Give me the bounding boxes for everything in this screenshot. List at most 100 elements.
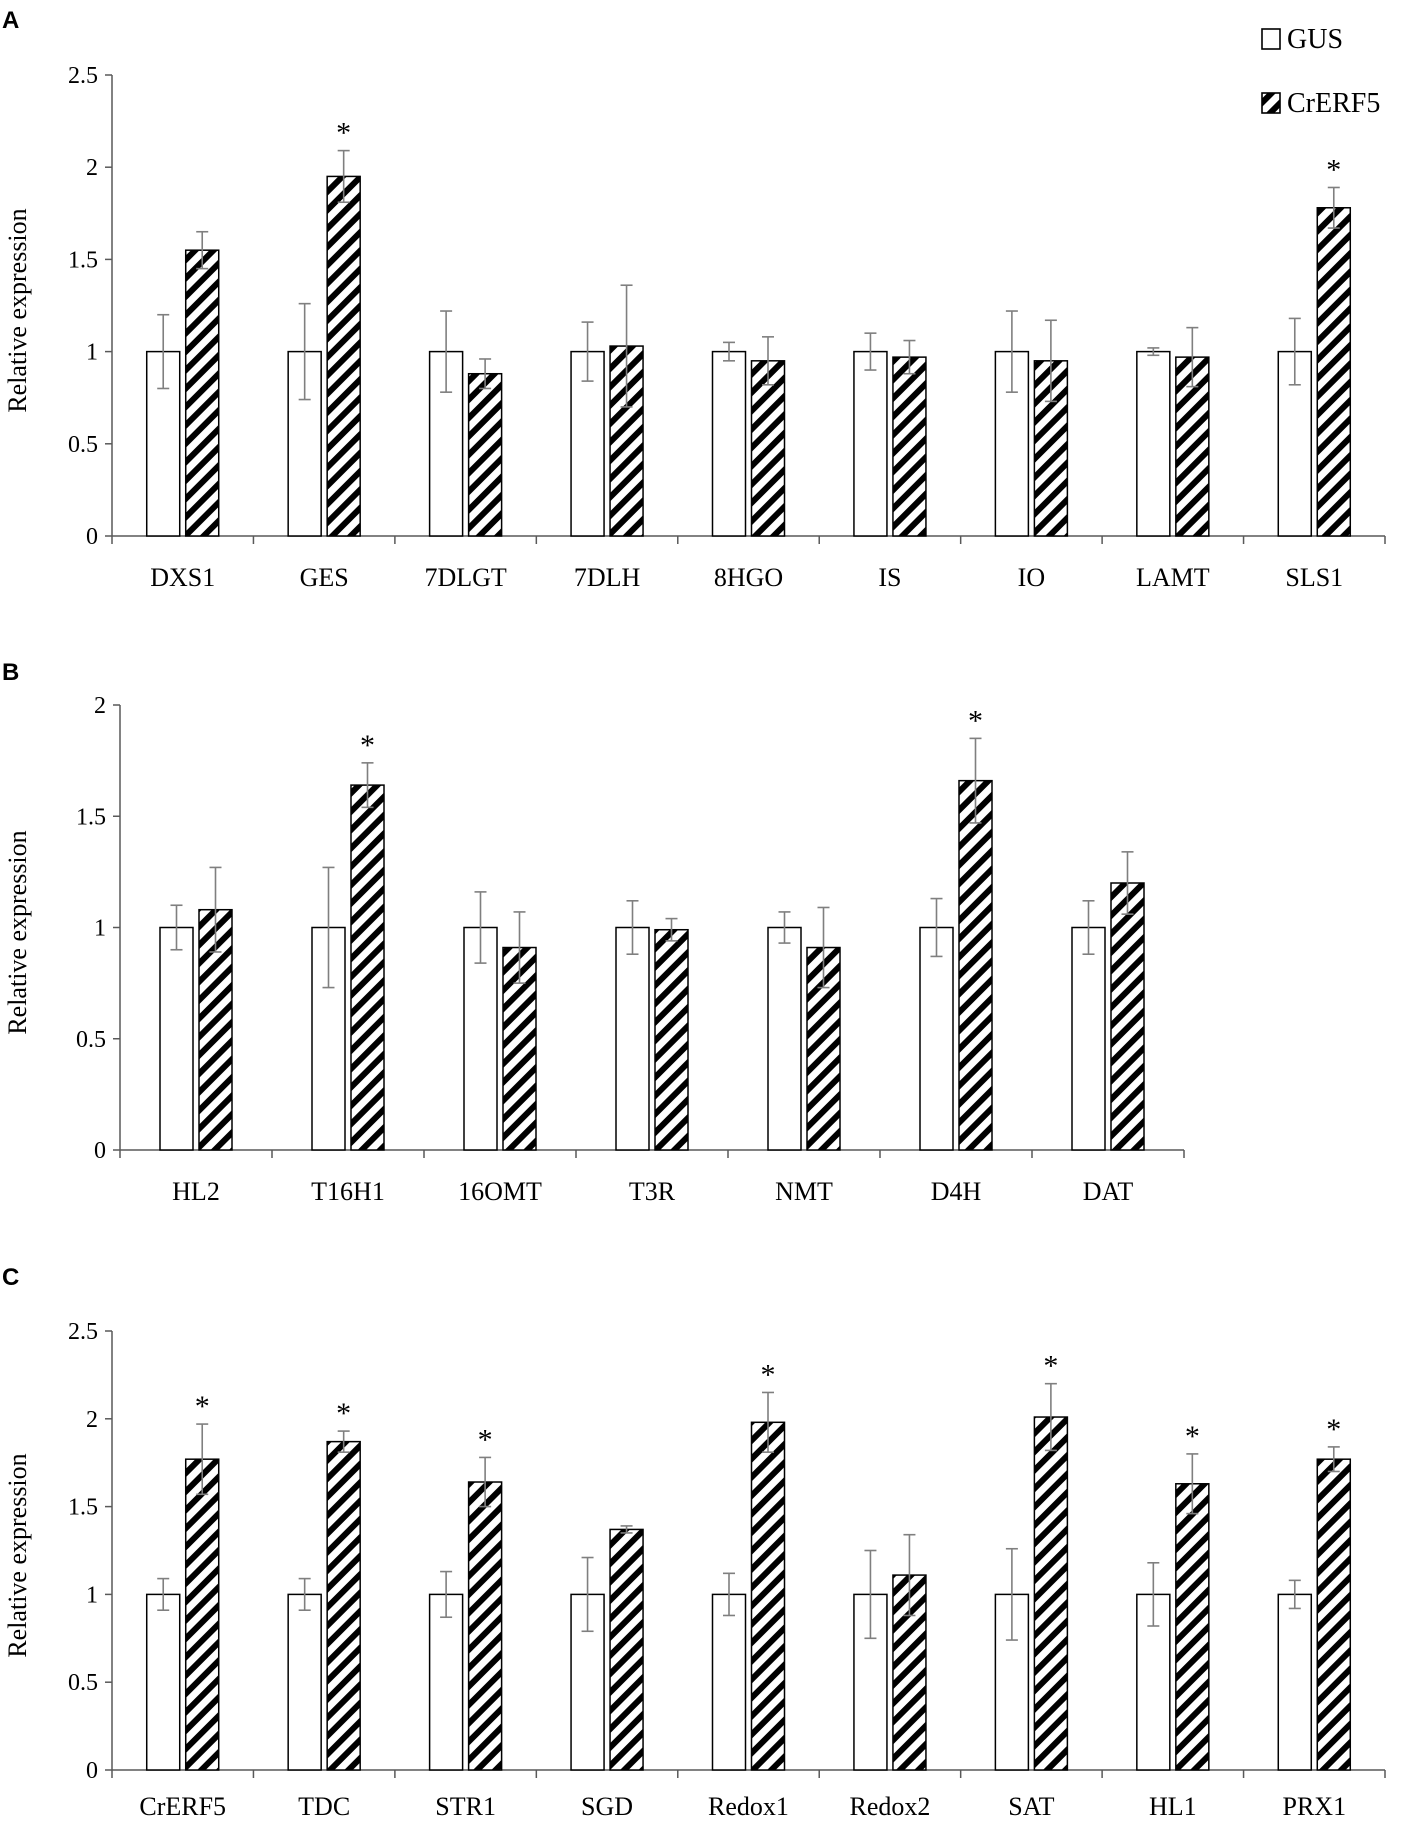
y-tick-label-c: 1.5 — [68, 1495, 98, 1521]
y-tick-label-c: 2 — [86, 1407, 98, 1433]
panel-c-chart: 0 0.5 1 1.5 2 2.5 Relative expression * CrERF5 * T… — [3, 1319, 1386, 1821]
bar-crerf5-is — [892, 356, 927, 537]
y-tick-label-b: 2 — [94, 693, 106, 719]
significance-marker-t16h1: * — [360, 729, 375, 762]
y-tick-label-a: 2 — [86, 155, 98, 181]
bar-crerf5-hl1 — [1175, 1483, 1210, 1771]
bar-gus-16omt — [463, 926, 498, 1151]
bar-gus-lamt — [1136, 350, 1171, 537]
bar-gus-8hgo — [711, 350, 747, 537]
bar-crerf5-prx1 — [1316, 1458, 1352, 1771]
category-label-16omt: 16OMT — [458, 1177, 542, 1206]
bar-gus-7dlh — [570, 350, 605, 537]
y-tick-label-a: 1.5 — [68, 247, 98, 273]
y-tick-label-c: 1 — [86, 1582, 98, 1608]
y-axis-label-a: Relative expression — [3, 208, 32, 412]
category-label-is: IS — [878, 563, 901, 592]
bar-gus-t3r — [615, 926, 650, 1151]
bar-crerf5-redox1 — [750, 1421, 786, 1771]
bar-crerf5-8hgo — [750, 360, 786, 537]
significance-marker-sls1: * — [1326, 153, 1341, 186]
bar-crerf5-crerf5 — [184, 1458, 220, 1771]
y-tick-label-c: 0 — [86, 1758, 98, 1784]
category-label-7dlgt: 7DLGT — [424, 563, 506, 592]
significance-marker-prx1: * — [1326, 1413, 1341, 1446]
bar-crerf5-dxs1 — [184, 249, 220, 537]
category-label-prx1: PRX1 — [1282, 1792, 1346, 1821]
category-label-sls1: SLS1 — [1285, 563, 1343, 592]
legend-swatch-crerf5 — [1261, 92, 1281, 114]
category-label-crerf5: CrERF5 — [139, 1792, 226, 1821]
bar-gus-nmt — [767, 926, 802, 1151]
bar-crerf5-ges — [326, 175, 361, 537]
y-tick-label-b: 1 — [94, 916, 106, 942]
bar-crerf5-7dlgt — [467, 372, 503, 537]
bar-crerf5-t3r — [654, 928, 689, 1151]
category-label-io: IO — [1018, 563, 1045, 592]
category-label-hl2: HL2 — [172, 1177, 220, 1206]
bar-gus-dat — [1071, 926, 1106, 1151]
bar-gus-str1 — [428, 1593, 464, 1771]
bar-crerf5-d4h — [958, 779, 993, 1151]
significance-marker-hl1: * — [1185, 1420, 1200, 1453]
category-label-t16h1: T16H1 — [311, 1177, 385, 1206]
bar-crerf5-sat — [1033, 1416, 1069, 1771]
category-label-8hgo: 8HGO — [714, 563, 783, 592]
category-label-dxs1: DXS1 — [150, 563, 215, 592]
significance-marker-crerf5: * — [195, 1390, 210, 1423]
bar-crerf5-redox2 — [892, 1574, 927, 1771]
category-label-7dlh: 7DLH — [574, 563, 641, 592]
bar-gus-crerf5 — [145, 1593, 181, 1771]
bar-gus-prx1 — [1277, 1593, 1313, 1771]
legend-label-gus: GUS — [1287, 24, 1343, 55]
category-label-lamt: LAMT — [1136, 563, 1210, 592]
bar-gus-is — [853, 350, 888, 537]
category-label-redox2: Redox2 — [849, 1792, 930, 1821]
bar-crerf5-str1 — [467, 1481, 503, 1771]
legend-label-crerf5: CrERF5 — [1287, 88, 1380, 119]
bar-crerf5-sls1 — [1316, 207, 1352, 537]
significance-marker-sat: * — [1043, 1350, 1058, 1383]
panel-letter-a: A — [2, 7, 19, 34]
significance-marker-str1: * — [478, 1423, 493, 1456]
category-label-d4h: D4H — [931, 1177, 982, 1206]
bar-crerf5-tdc — [326, 1440, 361, 1771]
y-tick-label-c: 0.5 — [68, 1670, 98, 1696]
category-label-t3r: T3R — [629, 1177, 676, 1206]
category-label-redox1: Redox1 — [708, 1792, 789, 1821]
panel-b-chart: 0 0.5 1 1.5 2 Relative expression HL2 * T16H1 16O… — [3, 693, 1185, 1206]
panel-letter-c: C — [2, 1264, 19, 1291]
category-label-sat: SAT — [1008, 1792, 1054, 1821]
category-label-sgd: SGD — [581, 1792, 633, 1821]
y-tick-label-b: 0.5 — [76, 1027, 106, 1053]
y-tick-label-a: 0 — [86, 524, 98, 550]
category-label-dat: DAT — [1083, 1177, 1134, 1206]
category-label-ges: GES — [300, 563, 349, 592]
y-tick-label-b: 1.5 — [76, 804, 106, 830]
bar-gus-redox1 — [711, 1593, 747, 1771]
y-tick-label-a: 2.5 — [68, 63, 98, 89]
bar-crerf5-sgd — [609, 1528, 644, 1771]
significance-marker-ges: * — [336, 117, 351, 150]
bar-gus-hl2 — [159, 926, 194, 1151]
y-axis-label-c: Relative expression — [3, 1453, 32, 1657]
bar-gus-tdc — [287, 1593, 322, 1771]
bar-crerf5-dat — [1110, 882, 1145, 1151]
category-label-str1: STR1 — [435, 1792, 496, 1821]
panel-a-chart: 0 0.5 1 1.5 2 2.5 Relative expression DXS1 * GES 7… — [3, 63, 1386, 592]
bar-crerf5-t16h1 — [350, 784, 385, 1151]
category-label-nmt: NMT — [775, 1177, 833, 1206]
y-tick-label-a: 1 — [86, 340, 98, 366]
legend: GUS CrERF5 — [1261, 24, 1380, 119]
category-label-tdc: TDC — [298, 1792, 350, 1821]
y-tick-label-b: 0 — [94, 1138, 106, 1164]
y-tick-label-c: 2.5 — [68, 1319, 98, 1345]
significance-marker-redox1: * — [761, 1358, 776, 1391]
category-label-hl1: HL1 — [1149, 1792, 1197, 1821]
significance-marker-d4h: * — [968, 704, 983, 737]
panel-letter-b: B — [2, 659, 19, 686]
y-tick-label-a: 0.5 — [68, 432, 98, 458]
bar-gus-d4h — [919, 926, 954, 1151]
legend-swatch-gus — [1261, 28, 1281, 50]
